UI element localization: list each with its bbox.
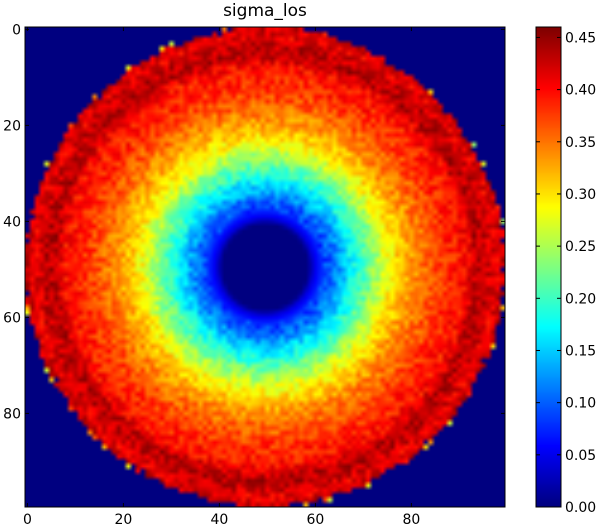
colorbar-gradient: [536, 27, 561, 507]
x-tick-label: 60: [306, 512, 324, 524]
colorbar-tick-label: 0.30: [565, 187, 596, 203]
colorbar-tick-label: 0.05: [565, 448, 596, 464]
y-axis: 0 20 40 60 80: [3, 22, 505, 422]
x-tick-label: 40: [210, 512, 228, 524]
heatmap-image: [25, 27, 505, 507]
x-axis: 0 20 40 60 80: [23, 27, 420, 524]
y-tick-label: 80: [3, 406, 21, 422]
x-tick-label: 80: [402, 512, 420, 524]
y-tick-label: 40: [3, 214, 21, 230]
colorbar-tick-label: 0.35: [565, 135, 596, 151]
colorbar-axis: 0.00 0.05 0.10 0.15 0.20 0.25 0.30 0.35 0.40 0.45: [536, 30, 596, 516]
colorbar-tick-label: 0.10: [565, 396, 596, 412]
colorbar-tick-label: 0.45: [565, 30, 596, 46]
colorbar-frame: [535, 26, 562, 508]
colorbar-tick-label: 0.40: [565, 83, 596, 99]
colorbar: [535, 26, 562, 508]
colorbar-tick-label: 0.25: [565, 239, 596, 255]
colorbar-tick-label: 0.20: [565, 291, 596, 307]
y-tick-label: 60: [3, 310, 21, 326]
y-tick-label: 20: [3, 118, 21, 134]
colorbar-tick-label: 0.15: [565, 343, 596, 359]
colorbar-tick-label: 0.00: [565, 500, 596, 516]
x-tick-label: 20: [114, 512, 132, 524]
x-tick-label: 0: [23, 512, 32, 524]
y-tick-label: 0: [12, 22, 21, 38]
plot-frame: [24, 26, 506, 508]
plot-area: [24, 26, 506, 508]
chart-title: sigma_los: [223, 1, 307, 21]
